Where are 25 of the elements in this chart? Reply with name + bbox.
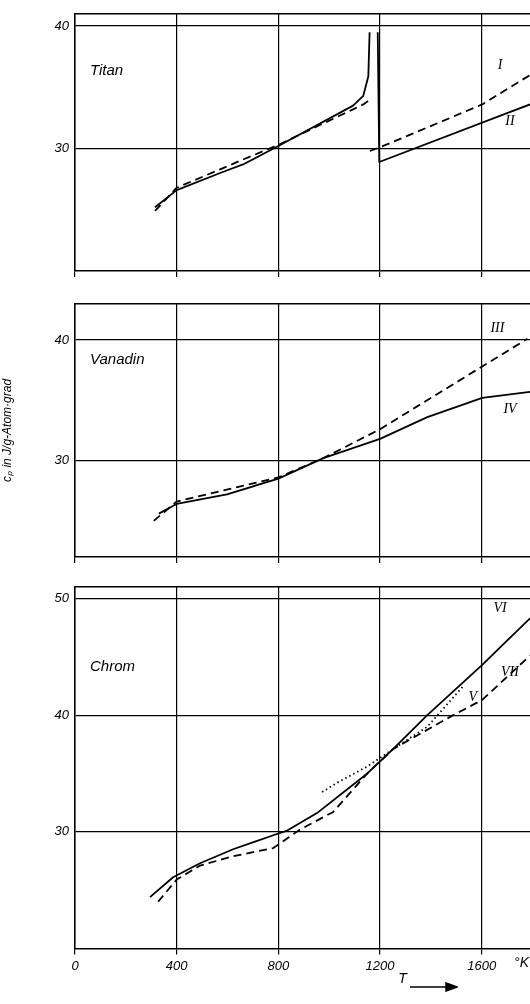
x-tick-label: 1600	[467, 957, 497, 973]
x-tick-label: 1200	[365, 957, 396, 973]
text: Vanadin	[90, 349, 145, 367]
y-tick-label: 40	[54, 17, 70, 33]
series-label: V	[468, 688, 479, 704]
x-tick-label: 800	[267, 957, 290, 973]
y-tick-label: 30	[54, 823, 70, 839]
text: °K	[514, 954, 530, 971]
y-tick-label: 40	[54, 331, 70, 347]
series-label: III	[489, 320, 506, 336]
x-axis-title: T	[398, 970, 409, 987]
text: Chrom	[90, 656, 136, 674]
x-tick-label: 0	[71, 957, 80, 973]
y-tick-label: 30	[54, 452, 70, 468]
series-label: VII	[501, 664, 521, 680]
y-tick-label: 50	[54, 590, 70, 606]
text: Titan	[90, 60, 124, 78]
y-tick-label: 30	[54, 140, 70, 156]
series-label: II	[504, 113, 516, 129]
series-label: I	[496, 56, 504, 72]
y-axis-title: cₚ in J/g-Atom·grad	[0, 378, 14, 482]
y-tick-label: 40	[54, 706, 70, 722]
series-label: IV	[502, 400, 519, 416]
x-tick-label: 400	[165, 957, 189, 973]
series-label: VI	[493, 599, 508, 615]
